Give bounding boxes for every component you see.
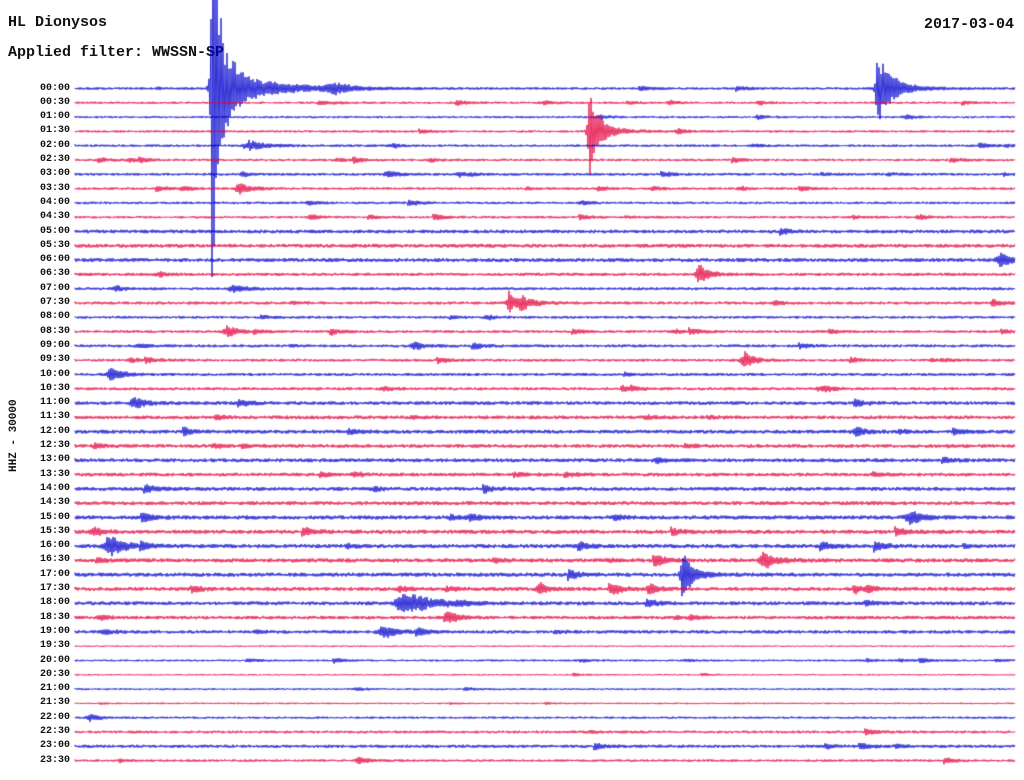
time-label: 18:00 [39, 597, 70, 609]
time-label: 09:30 [39, 354, 70, 366]
time-label: 22:30 [39, 726, 70, 737]
time-label: 08:30 [39, 325, 70, 337]
time-label: 17:00 [39, 568, 70, 580]
time-label: 09:00 [39, 339, 70, 351]
time-label: 22:00 [39, 711, 70, 723]
time-label: 10:00 [39, 368, 70, 380]
time-label: 16:30 [39, 554, 70, 566]
time-label: 15:00 [39, 511, 70, 523]
time-label: 14:30 [39, 497, 70, 509]
time-label: 00:00 [39, 82, 70, 94]
time-label: 11:30 [39, 411, 70, 423]
time-label: 19:00 [39, 625, 70, 637]
time-label: 13:30 [39, 468, 70, 480]
time-label: 05:00 [39, 225, 70, 237]
time-label: 07:00 [39, 282, 70, 294]
time-label: 21:00 [39, 683, 70, 695]
time-label: 20:00 [39, 654, 70, 666]
time-label: 05:30 [39, 239, 70, 251]
time-label: 11:00 [39, 397, 70, 409]
time-label: 08:00 [39, 311, 70, 323]
time-label: 16:00 [39, 540, 70, 552]
time-label: 23:00 [39, 740, 70, 752]
time-label: 14:00 [39, 482, 70, 494]
time-label: 07:30 [39, 297, 70, 308]
time-label: 12:00 [39, 425, 70, 437]
time-label: 21:30 [39, 697, 70, 709]
time-label: 00:30 [39, 96, 70, 108]
time-label: 03:00 [39, 168, 70, 180]
time-label: 15:30 [39, 525, 70, 537]
time-label: 10:30 [39, 382, 70, 394]
time-label: 12:30 [39, 440, 70, 451]
time-label: 03:30 [39, 182, 70, 194]
time-label: 04:00 [39, 196, 70, 208]
time-label: 13:00 [39, 454, 70, 466]
time-label: 01:30 [39, 125, 70, 137]
time-label: 06:00 [39, 254, 70, 266]
time-label: 17:30 [39, 583, 70, 594]
time-label: 04:30 [39, 211, 70, 223]
time-label: 02:00 [39, 139, 70, 151]
time-label: 18:30 [39, 611, 70, 623]
time-label: 19:30 [39, 640, 70, 652]
time-label: 01:00 [39, 111, 70, 123]
time-label: 23:30 [39, 754, 70, 766]
time-label: 06:30 [39, 268, 70, 280]
time-label: 02:30 [39, 154, 70, 165]
time-label: 20:30 [39, 668, 70, 680]
